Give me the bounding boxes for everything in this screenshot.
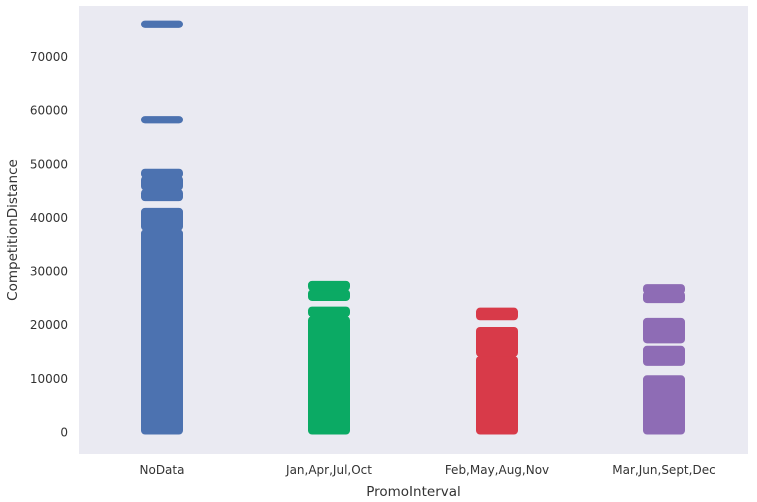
data-band: [308, 280, 350, 291]
data-band: [141, 116, 183, 124]
data-band: [643, 375, 685, 435]
y-tick-label: 10000: [30, 372, 68, 386]
y-tick-label: 40000: [30, 211, 68, 225]
data-band: [141, 168, 183, 179]
series-0: [141, 20, 183, 435]
data-band: [643, 291, 685, 304]
y-tick-label: 30000: [30, 265, 68, 279]
y-axis-label: CompetitionDistance: [5, 159, 21, 301]
data-band: [643, 284, 685, 294]
series-3: [643, 284, 685, 435]
x-axis-ticks: NoData Jan,Apr,Jul,Oct Feb,May,Aug,Nov Mar,…: [140, 463, 716, 477]
data-band: [476, 307, 518, 321]
data-band: [308, 306, 350, 318]
data-band: [141, 20, 183, 28]
data-band: [308, 316, 350, 435]
data-band: [643, 345, 685, 366]
data-band: [643, 317, 685, 344]
series-1: [308, 280, 350, 435]
y-tick-label: 20000: [30, 318, 68, 332]
y-tick-label: 0: [60, 426, 68, 440]
y-tick-label: 60000: [30, 104, 68, 118]
x-tick-label: NoData: [140, 463, 185, 477]
data-band: [141, 207, 183, 231]
plot-background: [79, 6, 748, 454]
data-band: [476, 326, 518, 357]
data-band: [141, 175, 183, 191]
data-band: [141, 189, 183, 202]
x-axis-label: PromoInterval: [366, 484, 461, 500]
x-tick-label: Feb,May,Aug,Nov: [445, 463, 549, 477]
data-bands: [141, 20, 685, 435]
data-band: [476, 355, 518, 435]
y-tick-label: 70000: [30, 50, 68, 64]
data-band: [308, 289, 350, 301]
y-tick-label: 50000: [30, 157, 68, 171]
data-band: [141, 229, 183, 435]
x-tick-label: Mar,Jun,Sept,Dec: [612, 463, 715, 477]
x-tick-label: Jan,Apr,Jul,Oct: [285, 463, 372, 477]
y-axis-ticks: 0 10000 20000 30000 40000 50000 60000 70000: [30, 50, 68, 440]
series-2: [476, 307, 518, 435]
